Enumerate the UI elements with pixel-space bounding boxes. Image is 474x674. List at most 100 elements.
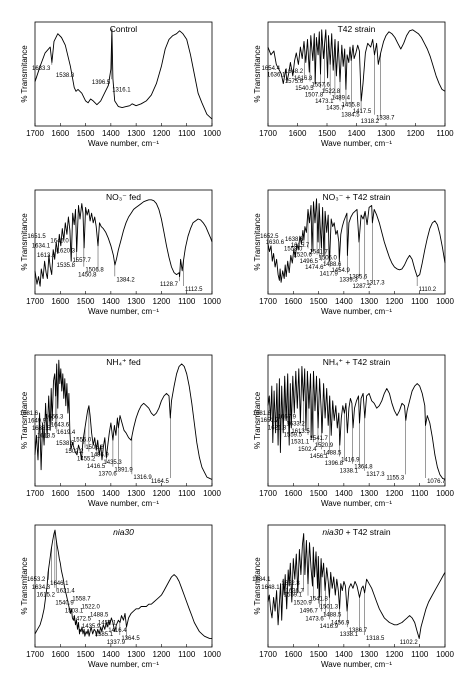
x-tick-label: 1200 [153, 489, 171, 498]
peak-label: 1651.5 [27, 234, 46, 240]
x-tick-label: 1700 [26, 129, 44, 138]
peak-label: 1488.6 [323, 262, 342, 268]
plot-frame [34, 21, 213, 127]
spectrum-line [267, 29, 446, 102]
spectrum-line [267, 198, 446, 283]
x-tick-label: 1400 [335, 297, 353, 306]
peak-label: 1540.5 [295, 86, 314, 92]
chart-panel-2: T42 strain 1700 1600 1500 1400 1300 1200 1100 Wa… [253, 21, 454, 148]
peak-label: 1417.5 [353, 109, 372, 115]
peak-label: 1503.1 [65, 608, 84, 614]
peak-label: 1450.8 [78, 272, 97, 278]
peak-label: 1638.6 [285, 237, 304, 243]
peak-label: 1128.7 [160, 282, 179, 288]
chart-title: NO₃⁻ + T42 strain [322, 192, 390, 202]
x-tick-label: 1300 [377, 129, 395, 138]
x-tick-label: 1100 [178, 297, 196, 306]
peak-label: 1384.5 [341, 112, 360, 118]
peak-label: 1318.2 [361, 119, 380, 125]
x-axis-label: Wave number, cm⁻¹ [88, 139, 159, 148]
peak-label: 1370.6 [98, 471, 117, 477]
x-tick-label: 1000 [436, 489, 454, 498]
peak-label: 1496.7 [300, 608, 319, 614]
plot-frame [267, 189, 446, 295]
peak-label: 1396.8 [325, 461, 344, 467]
peak-label: 1648.2 [285, 69, 304, 75]
x-axis-label: Wave number, cm⁻¹ [321, 307, 392, 316]
x-tick-label: 1200 [386, 650, 404, 659]
x-tick-label: 1000 [203, 489, 221, 498]
peak-label: 1076.7 [427, 479, 446, 485]
x-tick-label: 1600 [284, 297, 302, 306]
x-tick-label: 1200 [153, 297, 171, 306]
peak-label: 1666.3 [45, 415, 64, 421]
plot-frame [34, 524, 213, 648]
y-axis-label: % Transmitance [253, 45, 262, 103]
peak-label: 1654.4 [262, 66, 281, 72]
peak-label: 1557.7 [72, 258, 91, 264]
x-axis-label: Wave number, cm⁻¹ [321, 660, 392, 669]
x-tick-label: 1300 [360, 297, 378, 306]
peak-label: 1164.5 [151, 479, 170, 485]
x-tick-label: 1200 [386, 489, 404, 498]
peak-label: 1386.7 [349, 628, 368, 634]
peak-label: 1488.5 [90, 612, 109, 618]
x-axis-label: Wave number, cm⁻¹ [88, 660, 159, 669]
peak-label: 1615.7 [291, 243, 310, 249]
peak-label: 1575.6 [285, 79, 304, 85]
x-tick-label: 1600 [289, 129, 307, 138]
x-tick-label: 1100 [178, 650, 196, 659]
chart-panel-7: nia30 1700 1600 1500 1400 1300 1200 1100 1000 Wav… [20, 524, 221, 669]
peak-label: 1559.5 [284, 432, 303, 438]
peak-label: 1489.4 [332, 96, 351, 102]
x-tick-label: 1700 [259, 650, 277, 659]
spectrum-line [267, 365, 446, 480]
x-tick-label: 1400 [102, 650, 120, 659]
peak-label: 1316.9 [133, 475, 152, 481]
peak-label: 1457.1 [98, 620, 117, 626]
x-tick-label: 1600 [51, 650, 69, 659]
x-tick-label: 1100 [411, 489, 429, 498]
peak-label: 1522.8 [322, 89, 341, 95]
peak-label: 1620.3 [57, 248, 76, 254]
peak-label: 1634.3 [32, 585, 51, 591]
peak-label: 1540.9 [55, 601, 74, 607]
peak-label: 1559.1 [284, 593, 303, 599]
x-tick-label: 1600 [51, 297, 69, 306]
x-tick-label: 1300 [360, 650, 378, 659]
y-axis-label: % Transmitance [20, 391, 29, 449]
peak-label: 1384.2 [116, 277, 135, 283]
peak-label: 1633.2 [286, 422, 305, 428]
peak-label: 1317.3 [366, 281, 385, 287]
peak-label: 1435.9 [82, 624, 101, 630]
spectrum-line [34, 529, 212, 639]
peak-label: 1338.1 [340, 632, 359, 638]
peak-label: 1385.6 [349, 274, 368, 280]
x-tick-label: 1700 [259, 297, 277, 306]
plot-frame [34, 354, 213, 487]
peak-label: 1653.2 [27, 577, 46, 583]
peak-label: 1474.6 [305, 265, 324, 271]
chart-title: nia30 [113, 527, 134, 537]
x-tick-label: 1500 [310, 650, 328, 659]
peak-label: 1684.1 [252, 577, 271, 583]
peak-label: 1613.5 [37, 434, 56, 440]
x-tick-label: 1600 [51, 129, 69, 138]
peak-label: 1556.0 [73, 437, 92, 443]
x-tick-label: 1500 [77, 129, 95, 138]
chart-title: NH₄⁺ fed [106, 357, 141, 367]
peak-label: 1488.5 [323, 450, 342, 456]
peak-label: 1651.7 [260, 418, 279, 424]
peak-label: 1520.9 [293, 601, 312, 607]
peak-label: 1337.9 [107, 640, 126, 646]
x-tick-label: 1400 [102, 297, 120, 306]
peak-label: 1507.8 [305, 92, 324, 98]
peak-label: 1473.1 [315, 99, 334, 105]
chart-title-rest: + T42 strain [343, 527, 391, 537]
chart-title-italic: nia30 [322, 527, 343, 537]
x-tick-label: 1000 [203, 650, 221, 659]
y-axis-label: % Transmitance [20, 45, 29, 103]
peak-label: 1396.5 [92, 80, 111, 86]
peak-label: 1486.9 [90, 453, 109, 459]
peak-label: 1416.9 [320, 624, 339, 630]
